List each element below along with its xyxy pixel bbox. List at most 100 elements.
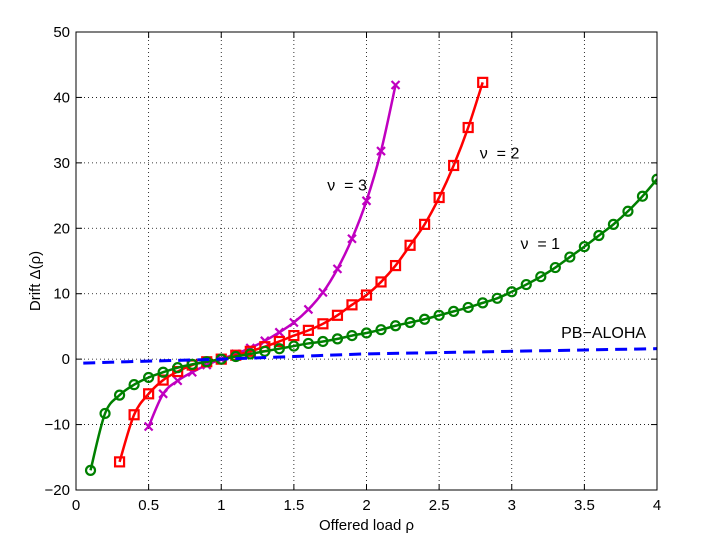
x-tick-label: 3.5 xyxy=(574,497,595,514)
curve-annotation: ν = 1 xyxy=(520,236,560,253)
series-line xyxy=(83,347,657,365)
x-tick-label: 2 xyxy=(362,497,370,514)
data-point xyxy=(186,358,198,370)
data-point xyxy=(273,335,285,348)
data-point xyxy=(172,375,183,386)
data-point xyxy=(448,159,460,172)
data-point xyxy=(376,146,386,156)
data-point xyxy=(462,301,474,314)
data-point xyxy=(360,289,373,301)
series-line xyxy=(89,178,657,471)
data-point xyxy=(404,316,416,329)
x-tick-label: 4 xyxy=(653,497,661,514)
y-tick-label: −10 xyxy=(45,417,70,434)
y-tick-label: −20 xyxy=(45,482,70,499)
data-point xyxy=(346,299,358,311)
data-point xyxy=(636,190,649,202)
data-point xyxy=(274,327,285,338)
y-tick-label: 40 xyxy=(53,89,70,106)
x-tick-label: 1.5 xyxy=(283,497,304,514)
y-tick-label: 30 xyxy=(53,155,70,172)
data-point xyxy=(113,389,126,401)
data-point xyxy=(404,239,416,251)
axes: 0 0.5 1 1.5 2 2.5 3 3.5 4 −20 −10 0 10 20 30 40 50 xyxy=(45,24,662,514)
data-point xyxy=(259,345,271,357)
data-point xyxy=(157,366,169,378)
data-point xyxy=(462,121,474,134)
data-point xyxy=(303,304,314,315)
data-point xyxy=(332,264,343,274)
data-point xyxy=(578,241,590,253)
data-point xyxy=(331,309,344,321)
data-point xyxy=(593,229,605,242)
data-point xyxy=(128,379,140,391)
data-point xyxy=(375,276,387,288)
data-point xyxy=(99,407,111,420)
data-point xyxy=(564,251,576,263)
data-point xyxy=(143,371,155,384)
curve-annotation: PB−ALOHA xyxy=(561,325,646,342)
data-point xyxy=(143,388,155,400)
data-point xyxy=(360,327,373,339)
data-point xyxy=(331,333,344,345)
grid xyxy=(76,32,657,490)
data-point xyxy=(361,196,372,206)
data-point xyxy=(260,336,270,346)
data-point xyxy=(375,324,387,336)
y-tick-label: 20 xyxy=(53,220,70,237)
data-point xyxy=(302,324,314,336)
data-point xyxy=(158,389,168,399)
data-point xyxy=(317,335,329,348)
x-tick-label: 2.5 xyxy=(429,497,450,514)
curve-annotation: ν = 2 xyxy=(480,145,520,162)
data-point xyxy=(477,76,489,88)
series-group xyxy=(83,76,657,476)
data-point xyxy=(433,191,445,204)
data-point xyxy=(651,173,657,185)
y-tick-label: 10 xyxy=(53,286,70,303)
data-point xyxy=(506,286,518,298)
data-point xyxy=(607,218,620,230)
y-tick-label: 50 xyxy=(53,24,70,41)
data-point xyxy=(201,356,213,368)
data-point xyxy=(347,233,357,244)
data-point xyxy=(157,374,169,386)
data-point xyxy=(535,271,547,283)
annotations: ν = 3 ν = 2 ν = 1 PB−ALOHA xyxy=(327,145,646,342)
data-point xyxy=(448,305,460,317)
x-tick-label: 0 xyxy=(72,497,80,514)
data-point xyxy=(346,329,358,342)
data-point xyxy=(622,205,634,217)
data-point xyxy=(419,218,431,230)
data-point xyxy=(288,329,300,342)
x-tick-label: 0.5 xyxy=(138,497,159,514)
data-point xyxy=(549,261,561,274)
data-point xyxy=(230,350,242,363)
data-point xyxy=(302,337,314,350)
data-point xyxy=(390,80,401,90)
data-point xyxy=(288,340,300,352)
y-tick-label: 0 xyxy=(62,351,70,368)
data-point xyxy=(317,318,329,330)
data-point xyxy=(491,292,503,304)
data-point xyxy=(419,313,431,325)
data-point xyxy=(172,362,184,374)
data-point xyxy=(84,464,97,476)
series-3 xyxy=(83,347,657,365)
data-point xyxy=(389,259,402,272)
data-point xyxy=(433,309,445,321)
data-point xyxy=(128,409,140,421)
x-tick-label: 3 xyxy=(508,497,516,514)
y-axis-label: Drift Δ(ρ) xyxy=(27,251,44,311)
x-axis-label: Offered load ρ xyxy=(319,517,414,534)
data-point xyxy=(244,348,256,360)
data-point xyxy=(318,287,328,298)
data-point xyxy=(113,456,126,468)
x-tick-label: 1 xyxy=(217,497,225,514)
data-point xyxy=(520,278,532,291)
data-point xyxy=(389,320,402,332)
data-point xyxy=(477,297,489,309)
data-point xyxy=(289,317,299,328)
